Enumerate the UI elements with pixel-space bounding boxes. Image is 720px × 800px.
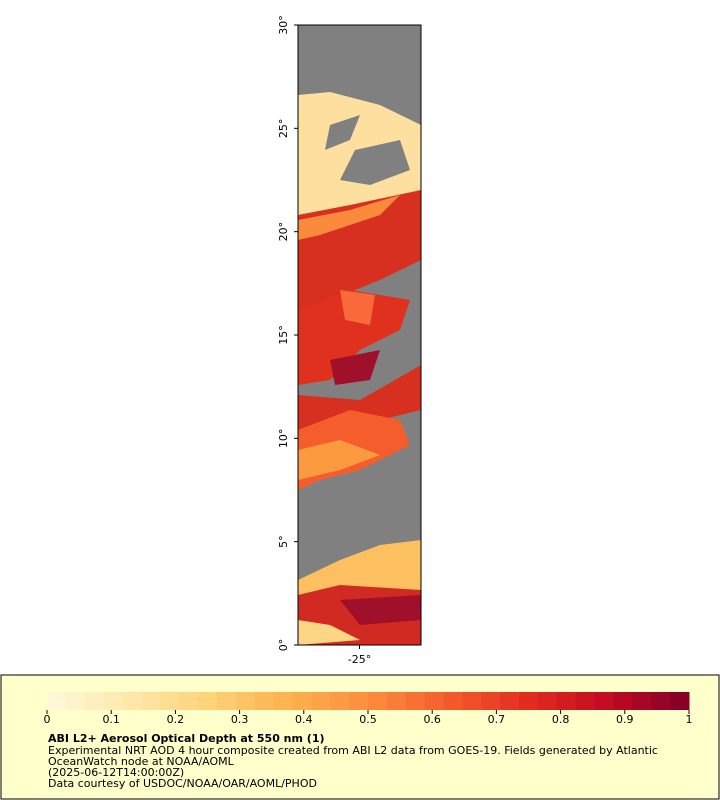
colorbar-tick-label: 0.9: [616, 713, 634, 726]
colorbar-step: [47, 692, 67, 710]
colorbar-tick-label: 0.3: [231, 713, 249, 726]
colorbar-tick-label: 0.8: [552, 713, 570, 726]
x-tick-label: -25°: [348, 653, 371, 666]
colorbar-tick-label: 0.6: [423, 713, 441, 726]
colorbar-tick-label: 0.7: [488, 713, 506, 726]
colorbar-step: [254, 692, 275, 710]
colorbar-step: [273, 692, 293, 710]
legend-line: Experimental NRT AOD 4 hour composite cr…: [48, 744, 658, 757]
colorbar-step: [575, 692, 596, 710]
colorbar-step: [500, 692, 520, 710]
colorbar-step: [481, 692, 501, 710]
colorbar-step: [368, 692, 388, 710]
colorbar-step: [443, 692, 463, 710]
colorbar-step: [386, 692, 407, 710]
colorbar-step: [84, 692, 105, 710]
colorbar-step: [160, 692, 180, 710]
colorbar-tick-label: 0.2: [167, 713, 185, 726]
colorbar-tick-label: 1: [686, 713, 693, 726]
colorbar-step: [556, 692, 577, 710]
colorbar-tick-label: 0.5: [359, 713, 377, 726]
colorbar-step: [670, 692, 690, 710]
colorbar-step: [651, 692, 671, 710]
legend-line: OceanWatch node at NOAA/AOML: [48, 755, 235, 768]
y-tick-label: 10°: [277, 429, 290, 449]
colorbar-step: [141, 692, 161, 710]
colorbar-step: [613, 692, 633, 710]
y-tick-label: 15°: [277, 325, 290, 345]
colorbar-step: [349, 692, 369, 710]
colorbar-tick-label: 0.4: [295, 713, 313, 726]
colorbar-step: [179, 692, 199, 710]
colorbar-step: [519, 692, 539, 710]
map-raster: [298, 25, 421, 645]
colorbar-step: [103, 692, 124, 710]
colorbar-step: [632, 692, 652, 710]
colorbar-step: [330, 692, 350, 710]
legend-line: Data courtesy of USDOC/NOAA/OAR/AOML/PHO…: [48, 777, 317, 790]
colorbar-step: [292, 692, 312, 710]
colorbar-tick-label: 0: [44, 713, 51, 726]
colorbar-step: [424, 692, 445, 710]
colorbar-step: [405, 692, 426, 710]
colorbar-step: [537, 692, 558, 710]
y-tick-label: 5°: [277, 535, 290, 548]
colorbar-step: [594, 692, 614, 710]
colorbar-step: [198, 692, 218, 710]
colorbar-step: [462, 692, 482, 710]
y-tick-label: 25°: [277, 119, 290, 139]
colorbar-step: [65, 692, 86, 710]
y-tick-label: 0°: [277, 639, 290, 652]
colorbar-step: [216, 692, 237, 710]
colorbar-step: [235, 692, 256, 710]
colorbar-step: [311, 692, 331, 710]
y-tick-label: 20°: [277, 222, 290, 242]
colorbar-step: [122, 692, 142, 710]
colorbar-tick-label: 0.1: [102, 713, 120, 726]
y-tick-label: 30°: [277, 15, 290, 35]
legend-line: (2025-06-12T14:00:00Z): [48, 766, 184, 779]
legend-title: ABI L2+ Aerosol Optical Depth at 550 nm …: [48, 732, 325, 745]
